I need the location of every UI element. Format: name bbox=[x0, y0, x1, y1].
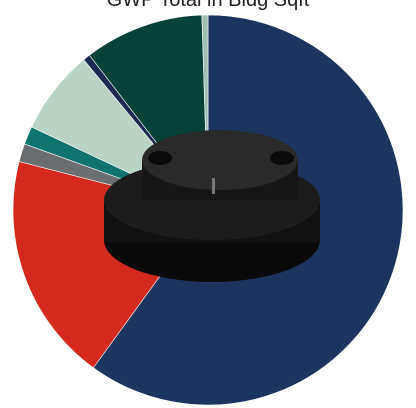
chart-title: GWP Total in Bldg Sqft bbox=[107, 0, 310, 11]
device-image bbox=[104, 130, 320, 282]
device-led bbox=[212, 178, 215, 194]
device-top bbox=[142, 130, 298, 190]
device-vent bbox=[148, 151, 172, 165]
device-vent bbox=[270, 151, 294, 165]
